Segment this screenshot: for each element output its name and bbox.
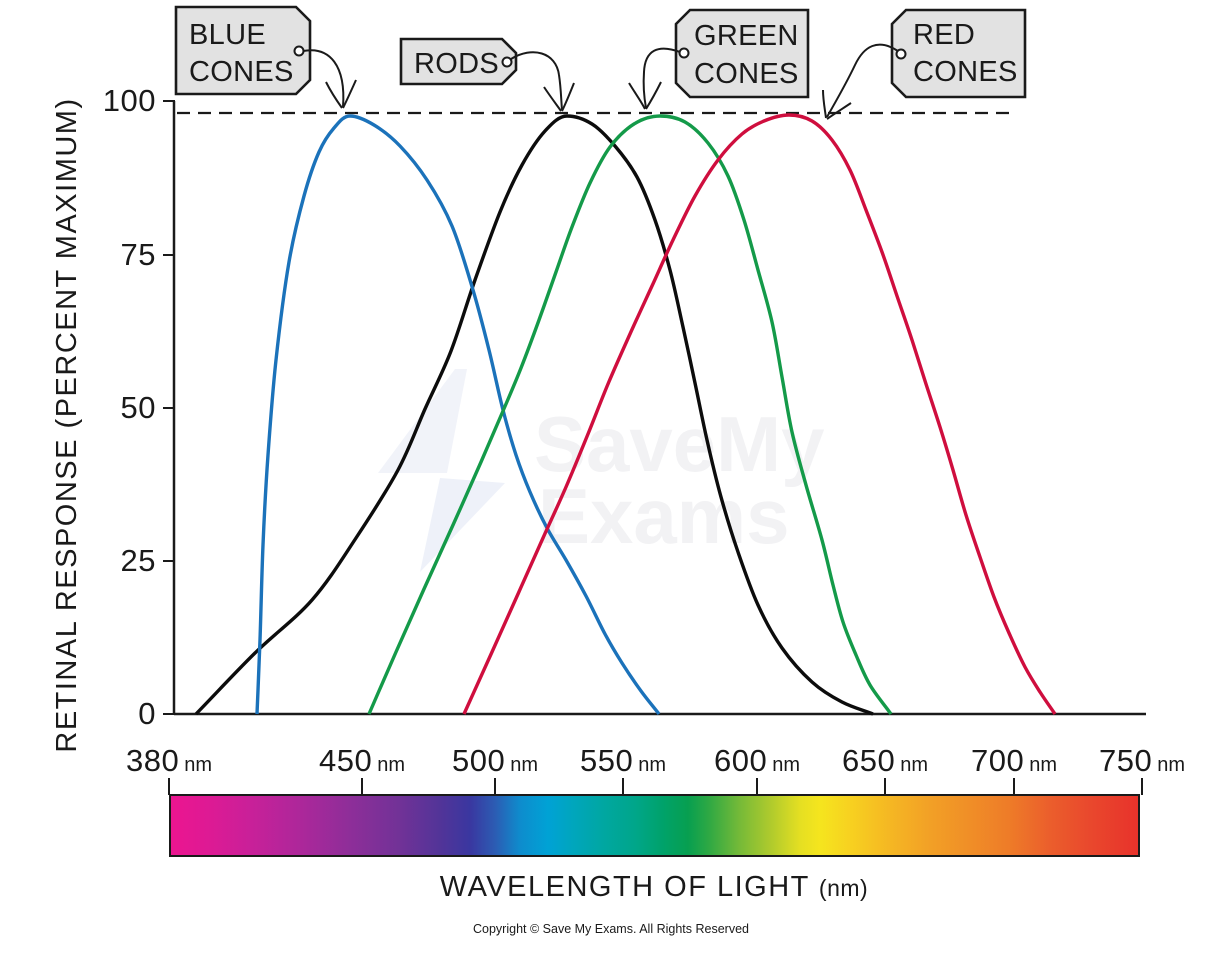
svg-text:Copyright © Save My Exams. All: Copyright © Save My Exams. All Rights Re… <box>473 922 749 936</box>
svg-text:RETINAL RESPONSE (PERCENT MAXI: RETINAL RESPONSE (PERCENT MAXIMUM) <box>51 97 83 752</box>
svg-text:RED: RED <box>913 19 975 51</box>
svg-text:100: 100 <box>103 83 156 118</box>
svg-text:0: 0 <box>138 696 156 731</box>
svg-text:GREEN: GREEN <box>694 20 799 52</box>
svg-text:BLUE: BLUE <box>189 19 266 51</box>
svg-text:RODS: RODS <box>414 48 499 80</box>
svg-text:25: 25 <box>121 543 156 578</box>
svg-text:WAVELENGTH OF LIGHT (nm): WAVELENGTH OF LIGHT (nm) <box>440 871 868 903</box>
svg-text:CONES: CONES <box>189 56 294 88</box>
svg-text:75: 75 <box>121 237 156 272</box>
svg-text:CONES: CONES <box>694 58 799 90</box>
svg-text:CONES: CONES <box>913 56 1018 88</box>
svg-text:Exams: Exams <box>538 472 790 560</box>
svg-text:50: 50 <box>121 390 156 425</box>
